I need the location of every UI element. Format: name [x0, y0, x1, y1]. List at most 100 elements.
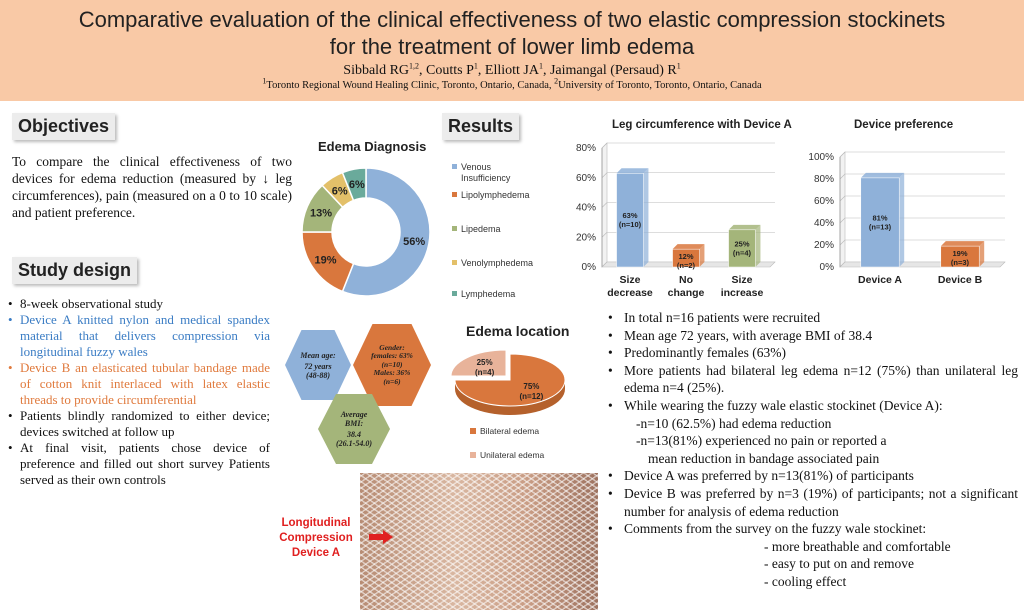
bar-size-decrease: [616, 173, 644, 268]
gender-hexagon: Gender: females: 63% (n=10) Males: 36% (…: [353, 324, 431, 406]
bar-side: [979, 241, 985, 267]
chart-back-wall: [839, 151, 846, 268]
bar-top: [728, 224, 761, 230]
y-tick-label: 40%: [576, 203, 596, 214]
bar-side: [643, 168, 649, 267]
result-item: More patients had bilateral leg edema n=…: [608, 362, 1018, 397]
x-tick-label: decrease: [607, 287, 653, 299]
leg-circumference-chart: 0%20%40%60%80%63%(n=10)Sizedecrease12%(n…: [576, 142, 776, 299]
author-1-affil: 1,2: [409, 61, 420, 71]
title-line-1: Comparative evaluation of the clinical e…: [78, 7, 946, 32]
donut-data-label: 56%: [403, 236, 425, 248]
gridline: [601, 232, 608, 238]
bar-data-label: 25%: [734, 239, 749, 248]
device-preference-title: Device preference: [854, 119, 954, 131]
results-list: In total n=16 patients were recruited Me…: [608, 309, 1018, 591]
legend-swatch: [470, 428, 476, 434]
gender-males: Males: 36% (n=6): [373, 368, 411, 386]
bar-side: [699, 244, 705, 267]
author-3: , Elliott JA: [477, 63, 539, 78]
y-tick-label: 40%: [814, 218, 834, 229]
author-4-affil: 1: [676, 61, 681, 71]
objectives-text: To compare the clinical effectiveness of…: [12, 154, 292, 220]
edema-location-chart: 75%(n=12) 25%(n=4) Bilateral edema Unilater…: [450, 349, 566, 460]
author-2: , Coutts P: [419, 63, 474, 78]
donut-data-label: 6%: [332, 186, 348, 198]
study-item: 8-week observational study: [8, 296, 270, 312]
bar-top: [672, 244, 705, 250]
results-heading: Results: [442, 113, 520, 140]
result-item: Device A was preferred by n=13(81%) of p…: [608, 467, 1018, 485]
bar-no-change: [672, 248, 700, 268]
photo-label: Longitudinal Compression Device A: [274, 516, 358, 561]
study-item: Patients blindly randomized to either de…: [8, 408, 270, 440]
photo-label-line-3: Device A: [291, 547, 341, 559]
x-tick-label: Device A: [858, 274, 902, 286]
study-item-device-a: Device A knitted nylon and medical spand…: [8, 312, 270, 360]
survey-comment: - easy to put on and remove: [764, 556, 914, 572]
donut-data-label: 6%: [349, 179, 365, 191]
leg-circumference-title: Leg circumference with Device A: [612, 119, 792, 131]
bar-device-a: [860, 177, 900, 268]
gridline: [839, 173, 846, 180]
x-tick-label: Size: [731, 274, 752, 286]
x-tick-label: increase: [721, 287, 764, 299]
bar-data-label: (n=2): [677, 261, 696, 270]
edema-diagnosis-title: Edema Diagnosis: [318, 139, 427, 154]
y-tick-label: 100%: [808, 152, 834, 163]
bar-top: [940, 241, 985, 247]
gridline: [839, 217, 846, 224]
bmi-label: Average BMI:: [340, 410, 368, 428]
result-item: Comments from the survey on the fuzzy wa…: [608, 520, 1018, 538]
y-tick-label: 20%: [814, 240, 834, 251]
legend-swatch: [452, 226, 457, 231]
donut-data-label: 19%: [314, 255, 336, 267]
bar-data-label: (n=10): [619, 220, 642, 229]
result-subitem: mean reduction in bandage associated pai…: [648, 450, 880, 466]
bar-data-label: (n=4): [733, 248, 752, 257]
pie-data-label: 75%: [523, 382, 539, 391]
affiliations: 1Toronto Regional Wound Healing Clinic, …: [0, 77, 1024, 92]
bmi-value: 38.4: [347, 430, 361, 439]
result-item: Predominantly females (63%): [608, 344, 1018, 362]
poster-header: Comparative evaluation of the clinical e…: [0, 0, 1024, 101]
legend-label: Lipolymphedema: [461, 190, 530, 200]
legend-label: Venous: [461, 162, 492, 172]
mean-age-range: (48-88): [306, 370, 330, 380]
author-4: , Jaimangal (Persaud) R: [542, 63, 677, 78]
y-tick-label: 0%: [582, 262, 597, 273]
legend-swatch: [470, 452, 476, 458]
x-tick-label: Device B: [938, 274, 983, 286]
bar-top: [616, 168, 649, 174]
bar-device-b: [940, 245, 980, 268]
study-item-device-b: Device B an elasticated tubular bandage …: [8, 360, 270, 408]
mean-age-label: Mean age:: [300, 350, 336, 360]
x-tick-label: Size: [619, 274, 640, 286]
bar-data-label: 81%: [872, 213, 887, 222]
bar-side: [899, 172, 905, 267]
objectives-heading: Objectives: [12, 113, 116, 140]
bar-size-increase: [728, 229, 756, 268]
bar-top: [860, 172, 905, 178]
photo-label-line-1: Longitudinal: [281, 517, 351, 529]
y-tick-label: 0%: [820, 262, 835, 273]
legend-label: Bilateral edema: [480, 426, 539, 436]
poster-title: Comparative evaluation of the clinical e…: [0, 0, 1024, 60]
photo-label-line-2: Compression: [279, 532, 353, 544]
bar-data-label: (n=13): [869, 222, 892, 231]
gender-label: Gender:: [379, 342, 405, 352]
gridline: [839, 239, 846, 246]
gridline: [601, 202, 608, 208]
legend-swatch: [452, 164, 457, 169]
result-subitem: -n=13(81%) experienced no pain or report…: [636, 433, 887, 449]
survey-comment: - cooling effect: [764, 573, 847, 589]
donut-slice-venous-insufficiency: [341, 167, 431, 297]
legend-swatch: [452, 260, 457, 265]
study-design-list: 8-week observational study Device A knit…: [8, 296, 270, 488]
author-2-affil: 1: [473, 61, 478, 71]
y-tick-label: 60%: [576, 173, 596, 184]
study-design-heading: Study design: [12, 257, 138, 284]
author-1: Sibbald RG: [343, 63, 410, 78]
result-item: Mean age 72 years, with average BMI of 3…: [608, 327, 1018, 345]
gridline: [601, 172, 608, 178]
